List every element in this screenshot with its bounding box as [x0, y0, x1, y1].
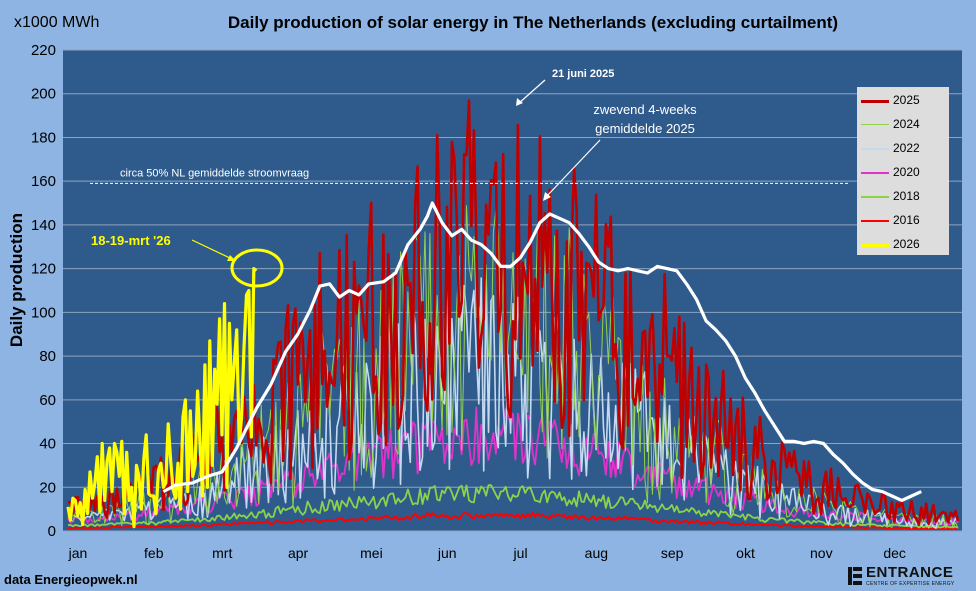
y-tick-label: 140 [31, 217, 56, 234]
x-tick-label-sep: sep [661, 545, 684, 561]
x-tick-label-aug: aug [585, 545, 608, 561]
legend-label-2018: 2018 [893, 189, 920, 203]
legend-item-2024: 2024 [861, 115, 949, 135]
legend: 2025 2024 2022 2020 2018 2016 2026 [857, 87, 949, 255]
legend-swatch-2018 [861, 196, 889, 198]
series-line-2016 [67, 511, 958, 531]
reference-line-label: circa 50% NL gemiddelde stroomvraag [120, 167, 309, 179]
legend-item-2022: 2022 [861, 139, 949, 159]
series-line-2025 [67, 99, 960, 526]
x-tick-label-feb: feb [144, 545, 164, 561]
legend-item-2026: 2026 [861, 235, 949, 255]
x-tick-label-jun: jun [437, 545, 457, 561]
x-tick-label-mrt: mrt [212, 545, 232, 561]
legend-label-2025: 2025 [893, 93, 920, 107]
series-line-2024 [67, 205, 959, 529]
legend-swatch-2020 [861, 172, 889, 174]
series-line-2018 [67, 484, 959, 529]
x-tick-label-jan: jan [68, 545, 88, 561]
chart-title: Daily production of solar energy in The … [227, 13, 839, 32]
legend-swatch-2026 [861, 244, 889, 247]
annotation-arrow-21-juni [517, 79, 546, 105]
legend-label-2016: 2016 [893, 213, 920, 227]
source-note: data Energieopwek.nl [4, 572, 138, 587]
legend-item-2020: 2020 [861, 163, 949, 183]
legend-item-2025: 2025 [861, 91, 949, 111]
x-tick-label-jul: jul [513, 545, 528, 561]
annotation-moving-average-line2: gemiddelde 2025 [595, 121, 695, 136]
x-tick-label-okt: okt [736, 545, 755, 561]
annotation-21-juni: 21 juni 2025 [552, 68, 614, 80]
y-tick-label: 20 [39, 479, 56, 496]
legend-swatch-2022 [861, 148, 889, 150]
legend-label-2022: 2022 [893, 141, 920, 155]
y-tick-label: 40 [39, 436, 56, 453]
y-tick-label: 80 [39, 348, 56, 365]
legend-item-2016: 2016 [861, 211, 949, 231]
annotation-moving-average-line1: zwevend 4-weeks [593, 102, 697, 117]
moving-average-line [162, 201, 922, 502]
entrance-logo-icon [848, 567, 862, 585]
y-tick-label: 160 [31, 173, 56, 190]
annotation-arrowhead-moving-average [543, 192, 551, 201]
entrance-logo: ENTRANCE CENTRE OF EXPERTISE ENERGY [848, 564, 972, 588]
y-tick-label: 200 [31, 86, 56, 103]
annotation-arrow-moving-average [545, 139, 601, 198]
y-tick-label: 120 [31, 261, 56, 278]
annotation-arrow-18-19-mrt [191, 239, 233, 260]
y-tick-label: 0 [48, 523, 56, 540]
logo-subtext: CENTRE OF EXPERTISE ENERGY [866, 581, 955, 587]
legend-swatch-2025 [861, 100, 889, 103]
series-line-2022 [67, 277, 959, 529]
legend-label-2024: 2024 [893, 117, 920, 131]
annotation-18-19-mrt: 18-19-mrt '26 [91, 233, 171, 248]
legend-label-2020: 2020 [893, 165, 920, 179]
y-tick-label: 220 [31, 42, 56, 59]
series-line-2020 [67, 406, 959, 526]
legend-item-2018: 2018 [861, 187, 949, 207]
series-line-2026 [66, 267, 258, 529]
x-tick-label-apr: apr [288, 545, 309, 561]
x-tick-label-dec: dec [883, 545, 906, 561]
x-tick-label-nov: nov [810, 545, 833, 561]
y-tick-label: 60 [39, 392, 56, 409]
y-tick-label: 180 [31, 129, 56, 146]
x-tick-label-mei: mei [360, 545, 383, 561]
logo-text: ENTRANCE [866, 564, 954, 581]
annotation-arrowhead-21-juni [516, 98, 523, 106]
legend-label-2026: 2026 [893, 237, 920, 251]
legend-swatch-2016 [861, 220, 889, 222]
highlight-circle-18-19-mrt [230, 248, 284, 288]
legend-swatch-2024 [861, 124, 889, 125]
y-unit-label: x1000 MWh [14, 14, 100, 31]
y-tick-label: 100 [31, 304, 56, 321]
